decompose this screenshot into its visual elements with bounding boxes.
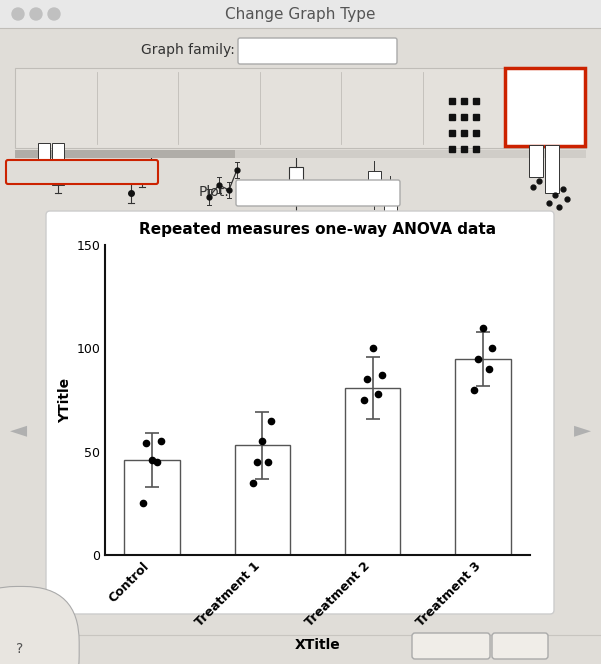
Bar (0, 635, 601, 664)
Text: ▲
▼: ▲ ▼ (385, 44, 391, 56)
Bar (15, 150, 235, 158)
Title: Repeated measures one-way ANOVA data: Repeated measures one-way ANOVA data (139, 222, 496, 237)
Text: Column: Column (284, 43, 337, 57)
Text: Graph family:: Graph family: (141, 43, 235, 57)
Circle shape (12, 8, 24, 20)
FancyBboxPatch shape (236, 180, 400, 206)
Bar (38, 143, 50, 171)
Bar (15, 68, 586, 148)
Bar (456, 359, 511, 555)
Text: ►: ► (575, 420, 591, 440)
FancyBboxPatch shape (238, 38, 397, 64)
FancyBboxPatch shape (492, 633, 548, 659)
Bar (505, 68, 585, 146)
Text: Plot:: Plot: (199, 185, 230, 199)
Text: Scatter plot with bar: Scatter plot with bar (18, 165, 146, 179)
Text: ?: ? (16, 642, 23, 656)
Bar (545, 145, 559, 193)
Circle shape (48, 8, 60, 20)
Text: OK: OK (510, 638, 530, 652)
Bar (15, 150, 586, 158)
FancyBboxPatch shape (412, 633, 490, 659)
Text: Cancel: Cancel (427, 638, 475, 652)
Text: ◄: ◄ (10, 420, 26, 440)
Bar (124, 460, 180, 555)
X-axis label: XTitle: XTitle (294, 638, 340, 652)
Bar (288, 167, 302, 199)
FancyBboxPatch shape (6, 160, 158, 184)
Bar (235, 446, 290, 555)
Bar (345, 388, 400, 555)
Bar (384, 186, 397, 214)
Circle shape (30, 8, 42, 20)
FancyBboxPatch shape (46, 211, 554, 614)
Y-axis label: YTitle: YTitle (58, 377, 72, 422)
Text: Change Graph Type: Change Graph Type (225, 7, 376, 21)
Bar (368, 171, 381, 199)
Bar (529, 145, 543, 177)
Text: ▲
▼: ▲ ▼ (389, 187, 395, 197)
Text: Mean with SD: Mean with SD (267, 185, 363, 199)
Bar (0, 0, 601, 28)
Bar (52, 143, 64, 185)
